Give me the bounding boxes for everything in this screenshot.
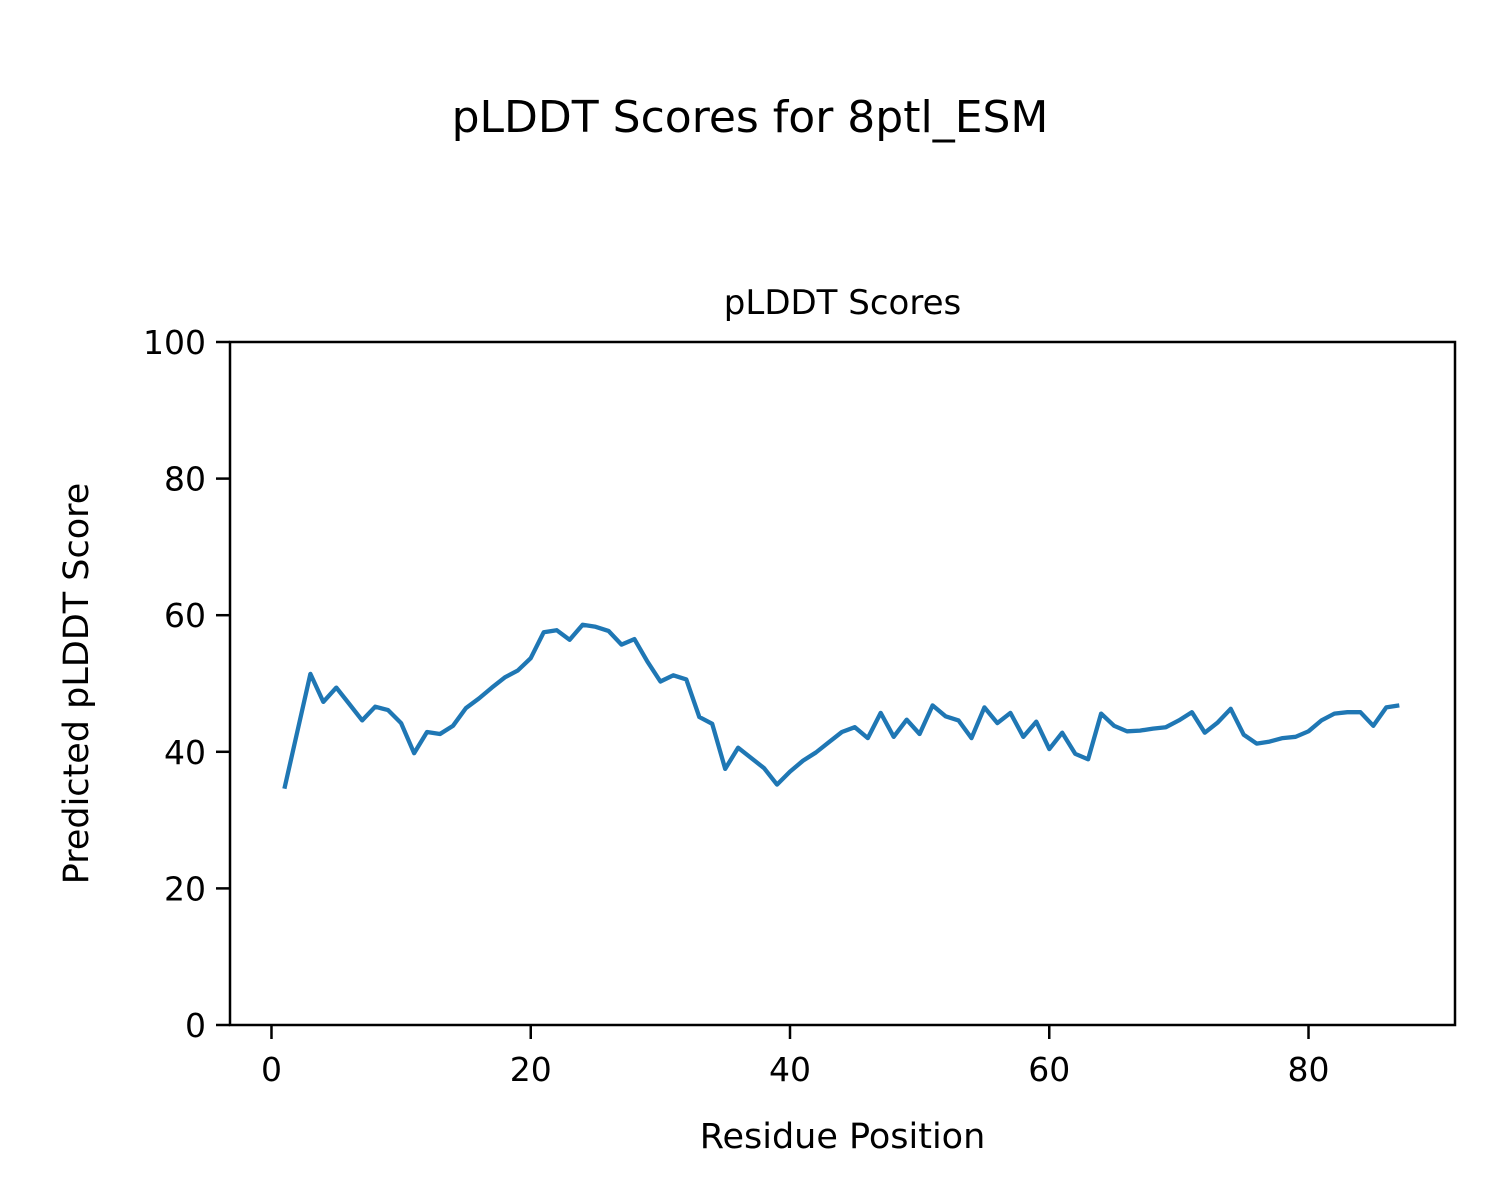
y-axis-ticks: 0 20 40 60 80 100: [143, 323, 230, 1045]
y-tick-label: 80: [164, 460, 206, 499]
x-tick-label: 20: [510, 1050, 552, 1089]
y-axis-label: Predicted pLDDT Score: [57, 483, 97, 885]
plot-area-border: [228, 340, 1457, 1027]
x-tick-label: 60: [1028, 1050, 1070, 1089]
y-tick-label: 20: [164, 869, 206, 908]
x-axis-ticks: 0 20 40 60 80: [261, 1025, 1330, 1089]
y-tick-label: 100: [143, 323, 206, 362]
y-tick-label: 40: [164, 733, 206, 772]
x-tick-label: 80: [1288, 1050, 1330, 1089]
x-axis-label: Residue Position: [700, 1117, 986, 1157]
x-tick-label: 40: [769, 1050, 811, 1089]
axes-title: pLDDT Scores: [724, 283, 961, 323]
figure-suptitle: pLDDT Scores for 8ptl_ESM: [452, 92, 1049, 143]
plddt-score-line: [282, 622, 1400, 790]
x-tick-label: 0: [261, 1050, 282, 1089]
y-tick-label: 0: [185, 1006, 206, 1045]
y-tick-label: 60: [164, 596, 206, 635]
